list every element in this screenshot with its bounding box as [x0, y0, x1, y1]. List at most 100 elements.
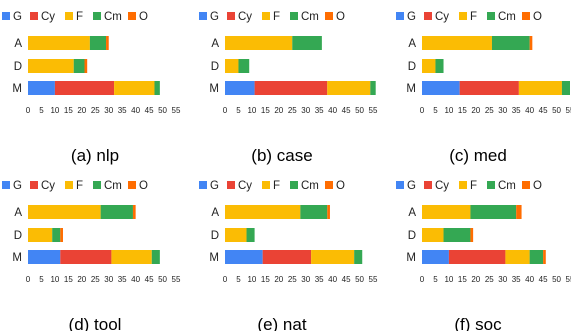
bar-a-cm [100, 205, 133, 219]
bar-a-f [422, 36, 492, 50]
x-tick-label: 50 [355, 275, 364, 284]
legend-swatch-o [325, 181, 333, 189]
legend-swatch-o [522, 12, 530, 20]
x-tick-label: 40 [525, 275, 534, 284]
x-tick-label: 15 [458, 106, 467, 115]
x-tick-label: 45 [342, 275, 351, 284]
x-tick-label: 15 [458, 275, 467, 284]
bar-a-cm [470, 205, 517, 219]
x-tick-label: 0 [26, 106, 31, 115]
bar-m-cm [529, 250, 544, 264]
legend-swatch-cy [30, 181, 38, 189]
x-tick-label: 10 [444, 106, 453, 115]
legend-label-cm: Cm [104, 180, 122, 192]
x-tick-label: 25 [485, 275, 494, 284]
x-tick-label: 20 [77, 106, 86, 115]
bar-a-f [28, 36, 90, 50]
category-label-m: M [209, 83, 219, 95]
legend-label-f: F [76, 11, 83, 23]
x-tick-label: 50 [552, 106, 561, 115]
bar-a-cm [292, 36, 322, 50]
x-tick-label: 45 [145, 106, 154, 115]
bar-a-f [225, 36, 293, 50]
bar-m-cy [459, 81, 519, 95]
bar-m-f [518, 81, 562, 95]
bar-d-cm [52, 228, 61, 242]
x-tick-label: 15 [261, 275, 270, 284]
chart-panel-4: G Cy F Cm O ADM 0 5 10 15 20 25 30 35 40 45 50 55 (d) tool [2, 180, 181, 331]
x-tick-label: 35 [315, 275, 324, 284]
legend-label-g: G [13, 180, 22, 192]
bar-m-cy [262, 250, 312, 264]
x-tick-label: 35 [512, 275, 521, 284]
x-tick-label: 55 [369, 275, 378, 284]
panel-caption: (e) nat [257, 315, 306, 331]
x-tick-label: 5 [39, 275, 44, 284]
x-tick-label: 25 [288, 106, 297, 115]
legend-label-f: F [470, 180, 477, 192]
bar-d-o [60, 228, 63, 242]
x-tick-label: 0 [223, 275, 228, 284]
legend-label-g: G [407, 180, 416, 192]
category-label-d: D [408, 61, 416, 73]
bar-d-cm [435, 59, 444, 73]
legend-label-g: G [210, 11, 219, 23]
legend-label-cm: Cm [104, 11, 122, 23]
bar-m-o [543, 250, 546, 264]
legend-label-o: O [336, 180, 345, 192]
legend-swatch-cm [290, 181, 298, 189]
category-label-d: D [408, 230, 416, 242]
bar-d-o [470, 228, 474, 242]
bar-m-g [422, 250, 449, 264]
x-tick-label: 55 [172, 106, 181, 115]
x-tick-label: 0 [223, 106, 228, 115]
x-tick-label: 30 [301, 275, 310, 284]
x-tick-label: 25 [91, 106, 100, 115]
x-tick-label: 10 [247, 275, 256, 284]
legend-label-f: F [76, 180, 83, 192]
bar-a-o [516, 205, 522, 219]
legend-swatch-o [325, 12, 333, 20]
category-label-a: A [211, 207, 219, 219]
panel-caption: (f) soc [454, 315, 502, 331]
x-tick-label: 5 [236, 106, 241, 115]
x-tick-label: 25 [288, 275, 297, 284]
x-tick-label: 0 [420, 275, 425, 284]
bar-a-o [106, 36, 109, 50]
legend-swatch-g [199, 181, 207, 189]
x-tick-label: 30 [498, 275, 507, 284]
panel-caption: (c) med [449, 146, 507, 165]
x-tick-label: 20 [471, 106, 480, 115]
legend-label-cy: Cy [41, 180, 55, 192]
legend-swatch-g [396, 181, 404, 189]
category-label-m: M [406, 83, 416, 95]
x-tick-label: 10 [444, 275, 453, 284]
bar-m-g [225, 81, 255, 95]
legend-swatch-f [262, 12, 270, 20]
legend-label-f: F [470, 11, 477, 23]
bar-m-g [422, 81, 460, 95]
legend-swatch-f [65, 12, 73, 20]
x-tick-label: 50 [158, 106, 167, 115]
x-tick-label: 40 [131, 106, 140, 115]
legend-swatch-cm [290, 12, 298, 20]
category-label-m: M [209, 252, 219, 264]
x-tick-label: 25 [485, 106, 494, 115]
bar-d-f [28, 228, 53, 242]
x-tick-label: 30 [104, 275, 113, 284]
x-tick-label: 0 [26, 275, 31, 284]
bar-m-cy [60, 250, 112, 264]
x-tick-label: 30 [498, 106, 507, 115]
category-label-a: A [408, 38, 416, 50]
bar-a-o [132, 205, 136, 219]
x-tick-label: 40 [525, 106, 534, 115]
category-label-a: A [211, 38, 219, 50]
legend-swatch-cy [227, 181, 235, 189]
legend-label-cy: Cy [435, 11, 449, 23]
x-tick-label: 45 [342, 106, 351, 115]
bar-a-f [225, 205, 301, 219]
bar-m-g [28, 81, 55, 95]
legend-label-o: O [533, 180, 542, 192]
legend-swatch-cy [227, 12, 235, 20]
